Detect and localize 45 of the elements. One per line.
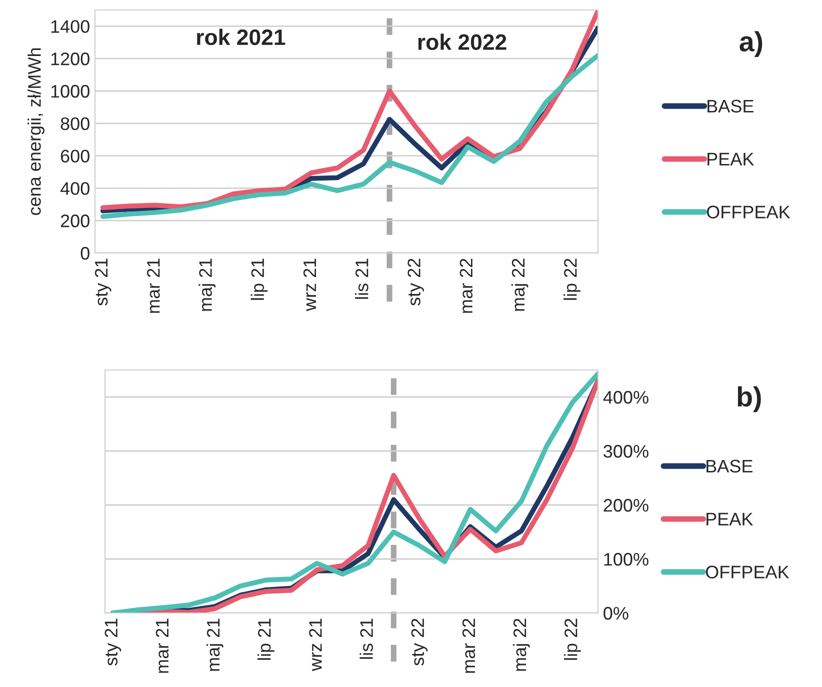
x-tick-label: sty 21 [94, 258, 112, 306]
y-tick-label: 300% [604, 444, 648, 458]
y-tick-label: 1400 [51, 20, 90, 33]
x-tick-label: mar 22 [460, 258, 473, 313]
annotation: rok 2021 [197, 28, 286, 46]
text: a) [740, 31, 762, 57]
x-tick-label: lip 22 [564, 258, 580, 300]
line-series [100, 52, 598, 219]
x-tick-label: lip 22 [564, 618, 581, 660]
text: b) [738, 386, 761, 412]
y-tick-label: 1200 [51, 52, 90, 66]
y-tick-label: 400 [60, 182, 90, 195]
x-tick-label: sty 22 [408, 258, 424, 306]
y-tick-label: 0 [80, 246, 90, 260]
x-tick-label: maj 22 [511, 258, 528, 311]
x-tick-label: lis 21 [360, 618, 373, 659]
y-tick-label: 400% [603, 390, 648, 404]
legend-label: PEAK [706, 512, 754, 526]
x-tick-label: lip 21 [250, 258, 268, 300]
y-axis-title: cena energii, zł/MWh [28, 48, 44, 216]
y-tick-label: 600 [60, 150, 90, 163]
x-tick-label: mar 21 [156, 618, 169, 673]
legend-label: PEAK [708, 152, 754, 166]
legend-label: OFFPEAK [706, 206, 790, 218]
y-tick-label: 800 [60, 117, 90, 130]
x-tick-label: maj 22 [512, 618, 530, 671]
legend-label: BASE [706, 460, 752, 473]
x-tick-label: maj 21 [206, 618, 224, 671]
x-tick-label: sty 22 [411, 618, 428, 666]
annotation: rok 2022 [418, 34, 506, 50]
y-tick-label: 100% [604, 552, 648, 566]
x-tick-label: lis 21 [355, 258, 368, 299]
y-tick-label: 1000 [51, 84, 90, 98]
x-tick-label: lip 21 [258, 618, 274, 660]
legend-label: BASE [708, 100, 754, 113]
y-tick-label: 200% [604, 498, 648, 512]
x-tick-label: mar 22 [462, 618, 476, 673]
legend-label: OFFPEAK [706, 566, 790, 578]
x-tick-label: wrz 21 [303, 258, 316, 312]
x-tick-label: sty 21 [104, 618, 122, 666]
y-tick-label: 0% [604, 606, 628, 620]
x-tick-label: wrz 21 [309, 618, 322, 672]
y-tick-label: 200 [60, 214, 90, 228]
x-tick-label: mar 21 [147, 258, 160, 313]
x-tick-label: maj 21 [198, 258, 216, 311]
